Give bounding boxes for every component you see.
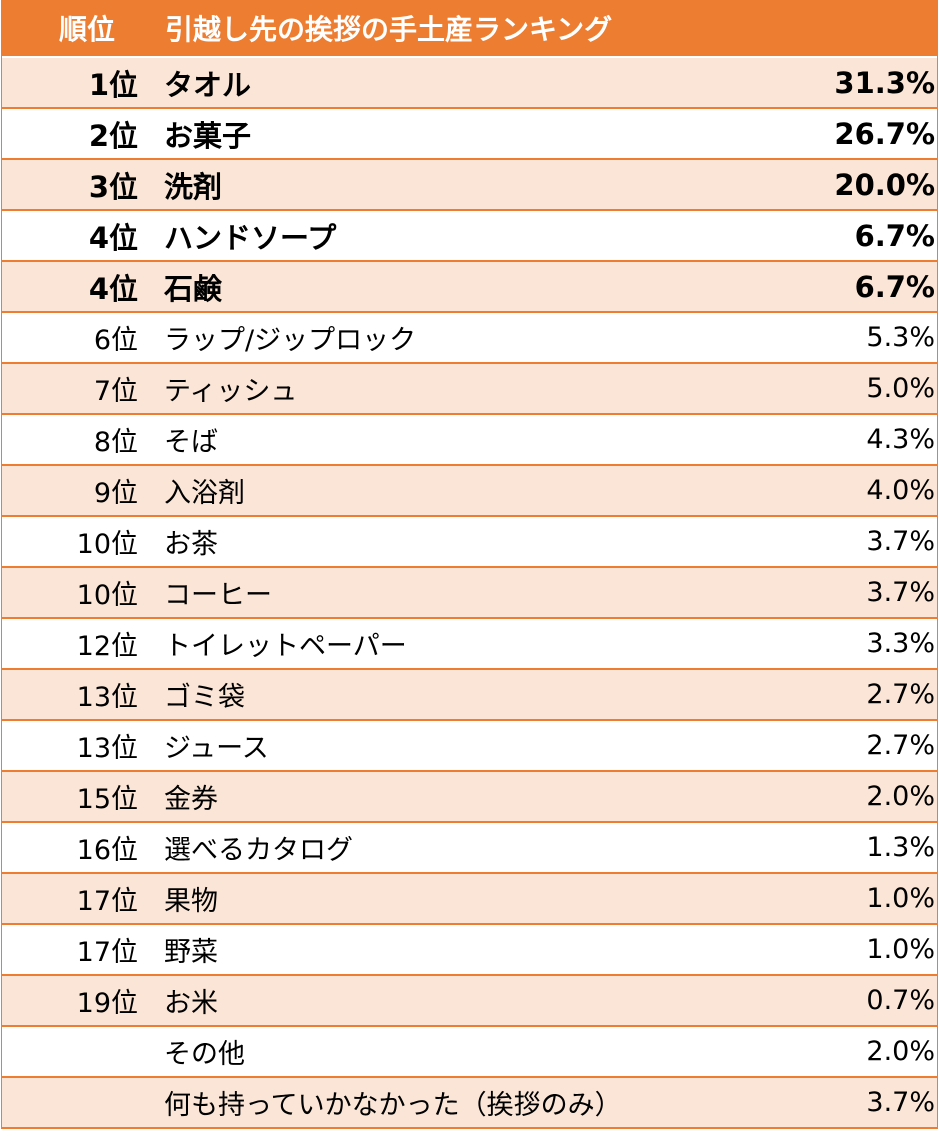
item-cell: お米 [164, 988, 218, 1019]
table-row: 4位 石鹸 6.7% [2, 262, 937, 313]
percent-cell: 31.3% [834, 65, 935, 100]
percent-cell: 3.7% [866, 1087, 935, 1118]
table-row: 10位 コーヒー 3.7% [2, 568, 937, 619]
table-row: 10位 お茶 3.7% [2, 517, 937, 568]
table-row: 13位 ジュース 2.7% [2, 721, 937, 772]
table-row: 16位 選べるカタログ 1.3% [2, 823, 937, 874]
rank-cell: 16位 [76, 835, 138, 866]
percent-cell: 1.3% [866, 832, 935, 863]
item-cell: 何も持っていかなかった（挨拶のみ） [164, 1090, 622, 1121]
item-cell: ゴミ袋 [164, 682, 245, 713]
rank-cell: 19位 [76, 988, 138, 1019]
percent-cell: 2.0% [866, 781, 935, 812]
rank-cell: 10位 [76, 529, 138, 560]
item-cell: 野菜 [164, 937, 218, 968]
rank-cell: 10位 [76, 580, 138, 611]
rank-cell: 4位 [88, 271, 138, 306]
rank-cell: 12位 [76, 631, 138, 662]
table-row: 何も持っていかなかった（挨拶のみ） 3.7% [2, 1078, 937, 1129]
percent-cell: 6.7% [854, 218, 935, 253]
rank-cell: 17位 [76, 886, 138, 917]
item-cell: ティッシュ [164, 376, 298, 407]
percent-cell: 0.7% [866, 985, 935, 1016]
rank-cell: 2位 [88, 118, 138, 153]
item-cell: ジュース [164, 733, 269, 764]
table-row: 8位 そば 4.3% [2, 415, 937, 466]
percent-cell: 4.3% [866, 424, 935, 455]
item-cell: 選べるカタログ [164, 835, 353, 866]
item-cell: 石鹸 [164, 271, 223, 306]
item-cell: お茶 [164, 529, 218, 560]
percent-cell: 3.7% [866, 577, 935, 608]
table-row: 17位 野菜 1.0% [2, 925, 937, 976]
rank-cell: 13位 [76, 682, 138, 713]
table-row: 1位 タオル 31.3% [2, 58, 937, 109]
item-cell: 金券 [164, 784, 218, 815]
percent-cell: 4.0% [866, 475, 935, 506]
percent-cell: 3.3% [866, 628, 935, 659]
item-cell: ラップ/ジップロック [164, 325, 417, 356]
rank-cell: 17位 [76, 937, 138, 968]
table-row: 4位 ハンドソープ 6.7% [2, 211, 937, 262]
table-row: 3位 洗剤 20.0% [2, 160, 937, 211]
percent-cell: 6.7% [854, 269, 935, 304]
item-cell: タオル [164, 67, 252, 102]
item-cell: その他 [164, 1039, 245, 1070]
percent-cell: 3.7% [866, 526, 935, 557]
table-row: 19位 お米 0.7% [2, 976, 937, 1027]
rank-cell: 4位 [88, 220, 138, 255]
item-cell: 果物 [164, 886, 218, 917]
item-cell: そば [164, 427, 218, 458]
table-row: 13位 ゴミ袋 2.7% [2, 670, 937, 721]
percent-cell: 2.0% [866, 1036, 935, 1067]
item-cell: トイレットペーパー [164, 631, 407, 662]
rank-cell: 9位 [93, 478, 138, 509]
percent-cell: 5.0% [866, 373, 935, 404]
table-row: 12位 トイレットペーパー 3.3% [2, 619, 937, 670]
table-title: 引越し先の挨拶の手土産ランキング [165, 13, 613, 46]
table-row: 2位 お菓子 26.7% [2, 109, 937, 160]
item-cell: お菓子 [164, 118, 252, 153]
rank-cell: 7位 [93, 376, 138, 407]
item-cell: 洗剤 [164, 169, 223, 204]
percent-cell: 2.7% [866, 679, 935, 710]
table-row: 6位 ラップ/ジップロック 5.3% [2, 313, 937, 364]
rank-cell: 8位 [93, 427, 138, 458]
table-header: 順位 引越し先の挨拶の手土産ランキング [2, 0, 937, 58]
table-row: その他 2.0% [2, 1027, 937, 1078]
percent-cell: 2.7% [866, 730, 935, 761]
table-row: 7位 ティッシュ 5.0% [2, 364, 937, 415]
rank-column-header: 順位 [58, 13, 115, 46]
rank-cell: 13位 [76, 733, 138, 764]
rank-cell: 15位 [76, 784, 138, 815]
rank-cell: 3位 [88, 169, 138, 204]
item-cell: ハンドソープ [164, 220, 337, 255]
item-cell: 入浴剤 [164, 478, 245, 509]
percent-cell: 1.0% [866, 934, 935, 965]
percent-cell: 1.0% [866, 883, 935, 914]
table-row: 15位 金券 2.0% [2, 772, 937, 823]
item-cell: コーヒー [164, 580, 272, 611]
rank-cell: 6位 [93, 325, 138, 356]
table-body: 1位 タオル 31.3% 2位 お菓子 26.7% 3位 洗剤 20.0% 4位 ハンドソープ 6.7… [2, 58, 937, 1129]
rank-cell: 1位 [88, 67, 138, 102]
percent-cell: 26.7% [834, 116, 935, 151]
table-row: 9位 入浴剤 4.0% [2, 466, 937, 517]
percent-cell: 5.3% [866, 322, 935, 353]
table-row: 17位 果物 1.0% [2, 874, 937, 925]
percent-cell: 20.0% [834, 167, 935, 202]
